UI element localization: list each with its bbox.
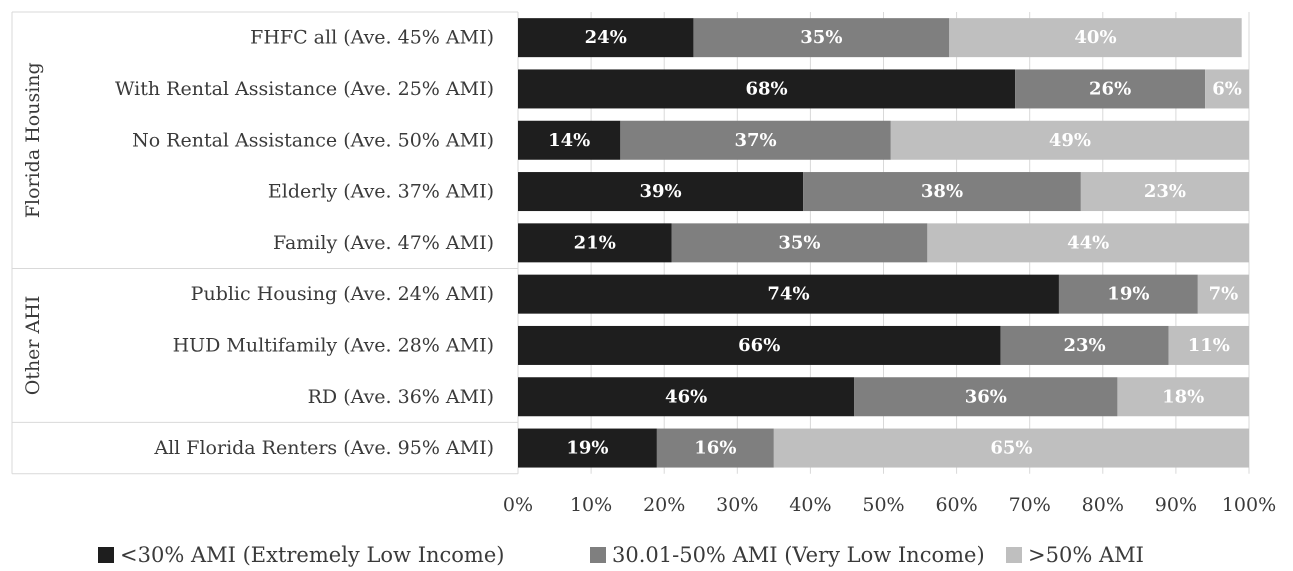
data-label: 7% [1209, 284, 1239, 305]
bar-segment [1080, 172, 1249, 212]
data-label: 26% [1089, 78, 1131, 99]
bar-segment [620, 120, 891, 160]
bar-segment [518, 325, 1001, 365]
category-label: HUD Multifamily (Ave. 28% AMI) [173, 334, 494, 356]
bar-segment [671, 223, 928, 263]
category-label: Elderly (Ave. 37% AMI) [268, 181, 494, 203]
group-separators [11, 11, 518, 475]
data-label: 38% [921, 181, 963, 202]
data-label: 35% [778, 232, 820, 253]
x-tick-label: 80% [1082, 494, 1124, 516]
data-label: 37% [734, 130, 776, 151]
x-axis-tick-labels: 0% 10% 20% 30% 40% 50% 60% 70% 80% 90% 100% [503, 494, 1276, 516]
bar-segment [518, 428, 657, 468]
x-tick-label: 30% [716, 494, 758, 516]
x-tick-label: 100% [1222, 494, 1276, 516]
bars [518, 18, 1249, 468]
legend-swatch [590, 547, 606, 563]
legend-label: 30.01-50% AMI (Very Low Income) [612, 543, 985, 567]
data-label: 14% [548, 130, 590, 151]
legend: <30% AMI (Extremely Low Income) 30.01-50%… [98, 543, 1144, 567]
bar-segment [1015, 69, 1206, 109]
data-label: 35% [800, 27, 842, 48]
bar-segment [518, 18, 694, 58]
data-label: 23% [1063, 335, 1105, 356]
bar-segment [927, 223, 1249, 263]
bar-segment [1168, 325, 1249, 365]
x-tick-label: 60% [935, 494, 977, 516]
data-label: 36% [965, 386, 1007, 407]
bar-segment [1205, 69, 1249, 109]
legend-label: <30% AMI (Extremely Low Income) [120, 543, 504, 567]
legend-label: >50% AMI [1028, 543, 1144, 567]
data-label: 44% [1067, 232, 1109, 253]
category-label: FHFC all (Ave. 45% AMI) [250, 27, 494, 49]
category-label: Family (Ave. 47% AMI) [273, 232, 494, 254]
bar-segment [1000, 325, 1169, 365]
bar-segment [1197, 274, 1249, 314]
bar-segment [693, 18, 950, 58]
data-label: 19% [566, 438, 608, 459]
bar-segment [773, 428, 1249, 468]
category-label: Public Housing (Ave. 24% AMI) [191, 283, 494, 305]
x-tick-label: 90% [1155, 494, 1197, 516]
data-label: 66% [738, 335, 780, 356]
bar-segment [518, 120, 621, 160]
data-label: 74% [767, 284, 809, 305]
category-label: No Rental Assistance (Ave. 50% AMI) [132, 129, 494, 151]
x-tick-label: 10% [570, 494, 612, 516]
bar-segment [656, 428, 774, 468]
bar-segment [1117, 377, 1249, 417]
data-label: 6% [1212, 78, 1242, 99]
bar-segment [803, 172, 1081, 212]
bar-segment [518, 172, 804, 212]
data-label: 40% [1074, 27, 1116, 48]
category-label: RD (Ave. 36% AMI) [308, 386, 494, 408]
data-label: 16% [694, 438, 736, 459]
data-labels: 24% 35% 40% 68% 26% 6% 14% 37% 49% 39% 38% 23% 21% 35… [548, 27, 1242, 458]
x-tick-label: 50% [862, 494, 904, 516]
data-label: 18% [1162, 386, 1204, 407]
data-label: 23% [1144, 181, 1186, 202]
group-label: Florida Housing [22, 62, 44, 218]
data-label: 46% [665, 386, 707, 407]
bar-segment [949, 18, 1242, 58]
data-label: 68% [745, 78, 787, 99]
bar-segment [518, 274, 1059, 314]
x-tick-label: 20% [643, 494, 685, 516]
data-label: 24% [585, 27, 627, 48]
data-label: 21% [574, 232, 616, 253]
category-label: With Rental Assistance (Ave. 25% AMI) [115, 78, 494, 100]
bar-segment [518, 377, 855, 417]
bar-segment [518, 223, 672, 263]
group-labels: Florida Housing Other AHI [22, 62, 44, 395]
legend-swatch [98, 547, 114, 563]
data-label: 19% [1107, 284, 1149, 305]
category-label: All Florida Renters (Ave. 95% AMI) [153, 437, 494, 459]
bar-segment [518, 69, 1016, 109]
x-tick-label: 0% [503, 494, 533, 516]
legend-swatch [1006, 547, 1022, 563]
data-label: 11% [1188, 335, 1230, 356]
data-label: 39% [639, 181, 681, 202]
bar-segment [1058, 274, 1198, 314]
group-label: Other AHI [22, 296, 44, 396]
x-tick-label: 70% [1009, 494, 1051, 516]
data-label: 49% [1049, 130, 1091, 151]
data-label: 65% [990, 438, 1032, 459]
category-labels: FHFC all (Ave. 45% AMI) With Rental Assis… [115, 27, 494, 459]
x-tick-label: 40% [789, 494, 831, 516]
bar-segment [854, 377, 1118, 417]
bar-segment [890, 120, 1249, 160]
